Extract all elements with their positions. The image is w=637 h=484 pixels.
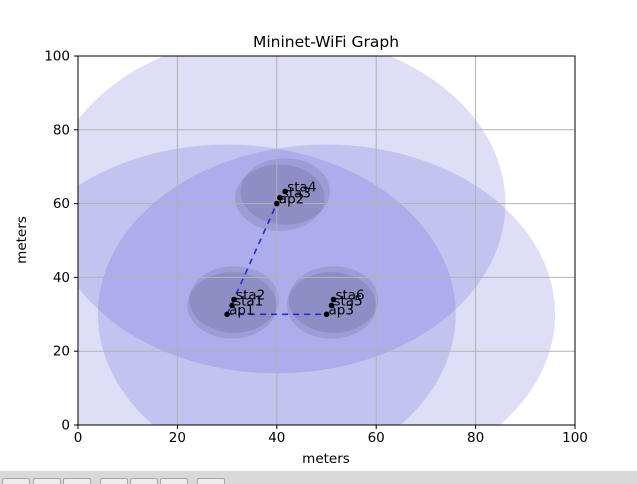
y-tick-label-100: 100 — [44, 49, 70, 65]
toolbar-home-button[interactable] — [2, 478, 30, 484]
node-label-sta3: sta3 — [282, 186, 311, 202]
node-label-ap2: ap2 — [279, 192, 304, 208]
x-tick-label-0: 0 — [74, 430, 83, 446]
node-dot-sta3 — [276, 194, 283, 201]
range-circle-ap3 — [97, 144, 556, 425]
node-dot-ap3 — [323, 311, 330, 318]
x-tick-label-80: 80 — [467, 430, 484, 446]
range-circle-ap1 — [78, 144, 456, 425]
node-dot-sta6 — [330, 296, 337, 303]
toolbar-forward-button[interactable] — [63, 478, 91, 484]
toolbar-configure-subplots-button[interactable] — [160, 478, 188, 484]
toolbar-back-button[interactable] — [33, 478, 61, 484]
y-tick-label-0: 0 — [61, 418, 70, 434]
x-axis-label: meters — [302, 451, 350, 467]
chart-title: Mininet-WiFi Graph — [253, 33, 399, 51]
node-dot-sta5 — [328, 302, 335, 309]
node-label-ap3: ap3 — [329, 302, 354, 318]
axis-ticks: 0 20 40 60 80 100 0 20 40 60 80 100 — [44, 49, 588, 447]
gridlines — [78, 56, 575, 425]
ap-links — [226, 203, 327, 316]
node-dot-ap2 — [274, 200, 280, 207]
y-tick-label-60: 60 — [53, 196, 70, 212]
figure-background — [0, 0, 637, 471]
node-dot-sta2 — [231, 296, 237, 303]
node-label-ap1: ap1 — [229, 302, 254, 318]
toolbar-pan-button[interactable] — [100, 478, 128, 484]
y-tick-label-20: 20 — [53, 344, 70, 360]
y-tick-label-80: 80 — [53, 122, 70, 138]
node-dot-sta1 — [229, 302, 235, 309]
x-tick-label-100: 100 — [562, 430, 588, 446]
matplotlib-toolbar — [0, 471, 637, 484]
node-label-sta1: sta1 — [234, 293, 263, 309]
node-label-sta6: sta6 — [335, 288, 364, 304]
toolbar-save-button[interactable] — [197, 478, 225, 484]
node-dot-sta4 — [282, 188, 289, 195]
node-label-sta2: sta2 — [236, 288, 265, 304]
y-tick-label-40: 40 — [53, 270, 70, 286]
x-tick-label-60: 60 — [368, 430, 385, 446]
link-ap1-ap2 — [226, 203, 278, 315]
coverage-circles — [78, 56, 556, 425]
toolbar-zoom-button[interactable] — [130, 478, 158, 484]
x-tick-label-40: 40 — [268, 430, 285, 446]
node-label-sta5: sta5 — [333, 293, 362, 309]
node-dot-ap1 — [224, 311, 230, 318]
y-axis-label: meters — [14, 216, 30, 264]
x-tick-label-20: 20 — [169, 430, 186, 446]
node-label-sta4: sta4 — [287, 179, 316, 195]
axes-spines — [77, 55, 576, 426]
range-circle-ap2 — [78, 56, 506, 374]
